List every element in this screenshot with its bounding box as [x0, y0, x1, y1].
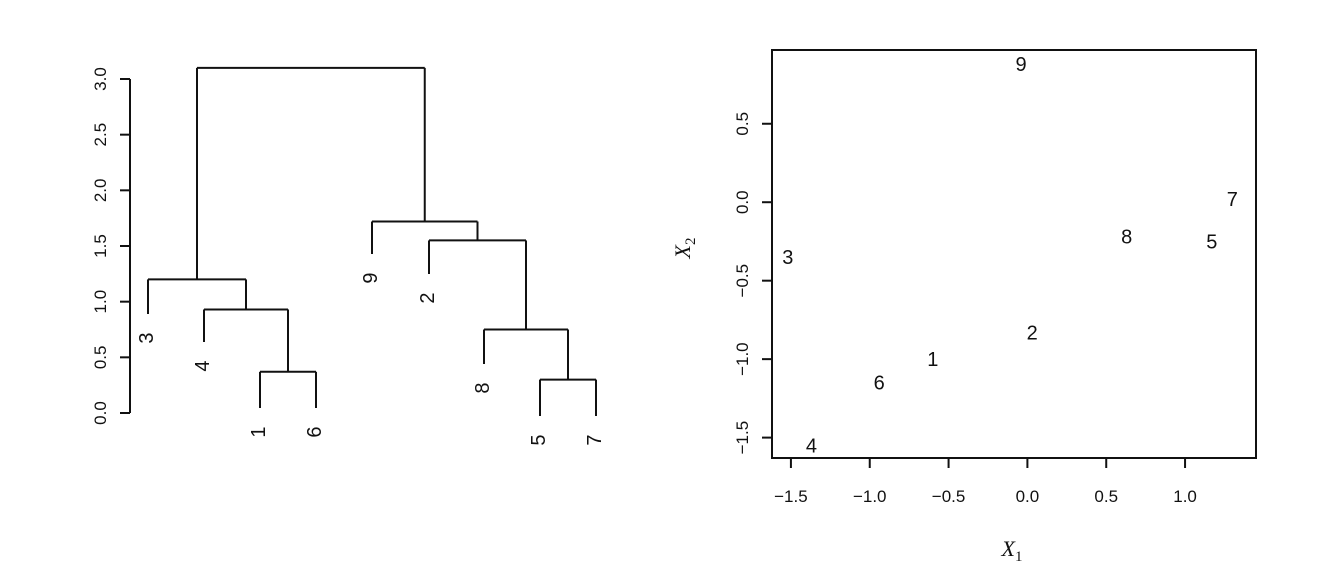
scatter-x-tick-label: −1.0	[853, 487, 887, 506]
scatter-point-label: 9	[1016, 54, 1027, 76]
x-axis-title: X1	[1001, 536, 1023, 565]
scatter-point-label: 7	[1227, 189, 1238, 211]
scatter-y-tick-label: −1.5	[733, 421, 752, 455]
scatter-x-tick-label: −1.5	[774, 487, 808, 506]
dendrogram-leaf-label: 9	[360, 272, 382, 283]
scatter-y-tick-label: −1.0	[733, 342, 752, 376]
dendrogram-leaf-label: 5	[528, 434, 550, 445]
scatter-y-tick-label: 0.0	[733, 190, 752, 214]
dendrogram-leaf-label: 1	[248, 426, 270, 437]
dendrogram-leaf-label: 8	[472, 382, 494, 393]
scatter-plot-frame	[771, 49, 1257, 459]
scatter-x-tick-label: 0.5	[1094, 487, 1118, 506]
dendrogram-y-tick-label: 3.0	[91, 67, 110, 91]
dendrogram-leaf-label: 2	[417, 292, 439, 303]
dendrogram-leaf-label: 3	[136, 332, 158, 343]
scatter-chart: X1 X2 −1.5 −1.0 −0.5 0.0 0.5 1.0 −1.5 −1.0 −0.5 0…	[670, 49, 1257, 565]
dendrogram-leaf-label: 7	[584, 434, 606, 445]
y-axis-title: X2	[670, 238, 699, 260]
scatter-point-label: 1	[927, 349, 938, 371]
scatter-x-tick-label: −0.5	[932, 487, 966, 506]
dendrogram-y-tick-label: 1.0	[91, 290, 110, 314]
scatter-point-label: 3	[782, 247, 793, 269]
dendrogram-leaf-label: 4	[192, 360, 214, 371]
scatter-point-label: 4	[806, 435, 817, 457]
scatter-x-tick-label: 1.0	[1173, 487, 1197, 506]
scatter-x-tick-label: 0.0	[1016, 487, 1040, 506]
scatter-point-label: 2	[1027, 322, 1038, 344]
scatter-point-label: 8	[1121, 227, 1132, 249]
scatter-point-label: 5	[1206, 231, 1217, 253]
scatter-y-tick-label: −0.5	[733, 264, 752, 298]
scatter-y-tick-label: 0.5	[733, 112, 752, 136]
dendrogram-y-tick-label: 0.5	[91, 346, 110, 370]
dendrogram-y-tick-label: 0.0	[91, 401, 110, 425]
dendrogram-y-tick-label: 2.5	[91, 123, 110, 147]
scatter-point-label: 6	[874, 373, 885, 395]
dendrogram-y-tick-label: 2.0	[91, 179, 110, 203]
dendrogram-y-tick-label: 1.5	[91, 234, 110, 258]
dendrogram-leaf-label: 6	[304, 426, 326, 437]
